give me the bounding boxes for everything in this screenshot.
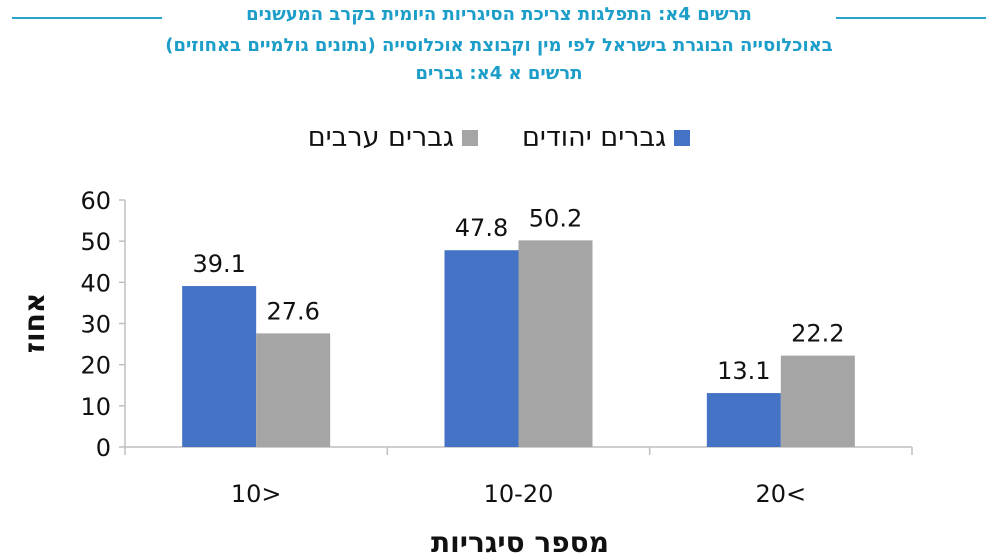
bar-arab-men	[780, 355, 855, 447]
y-tick-label: 0	[96, 434, 111, 462]
data-label: 50.2	[529, 204, 582, 232]
legend-swatch-arab-men	[462, 129, 478, 146]
data-label: 39.1	[192, 250, 245, 278]
bar-jewish-men	[706, 393, 781, 447]
legend-label-arab-men: גברים ערבים	[307, 122, 454, 153]
legend-item-jewish-men: גברים יהודים	[522, 122, 691, 153]
x-axis-title: מספר סיגריות	[431, 526, 609, 559]
x-category-label: 10-20	[484, 480, 554, 508]
chart-header: תרשים 4א: התפלגות צריכת הסיגריות היומית …	[0, 0, 998, 95]
bar-jewish-men	[444, 250, 519, 447]
data-label: 22.2	[791, 320, 844, 348]
chart-panel-title: תרשים א 4א: גברים	[415, 63, 583, 84]
chart-legend: גברים יהודים גברים ערבים	[0, 122, 998, 153]
bar-arab-men	[518, 240, 593, 447]
chart-subtitle: באוכלוסייה הבוגרת בישראל לפי מין וקבוצת …	[165, 35, 833, 56]
y-tick-label: 40	[80, 269, 111, 297]
y-tick-label: 20	[80, 352, 111, 380]
data-label: 47.8	[455, 214, 508, 242]
y-tick-label: 60	[80, 187, 111, 215]
y-tick-label: 10	[80, 393, 111, 421]
bar-arab-men	[256, 333, 331, 447]
y-tick-label: 50	[80, 228, 111, 256]
legend-swatch-jewish-men	[674, 129, 691, 146]
chart-title: תרשים 4א: התפלגות צריכת הסיגריות היומית …	[246, 4, 752, 25]
y-axis-title: אחוז	[18, 293, 51, 353]
legend-item-arab-men: גברים ערבים	[308, 122, 478, 153]
header-rule-left	[12, 17, 162, 19]
data-label: 13.1	[717, 357, 770, 385]
data-label: 27.6	[266, 297, 319, 325]
header-rule-right	[836, 17, 986, 19]
x-category-label: 10>	[231, 480, 282, 508]
legend-label-jewish-men: גברים יהודים	[522, 122, 667, 153]
bar-jewish-men	[182, 286, 257, 447]
y-tick-label: 30	[80, 311, 111, 339]
x-category-label: 20<	[756, 480, 807, 508]
